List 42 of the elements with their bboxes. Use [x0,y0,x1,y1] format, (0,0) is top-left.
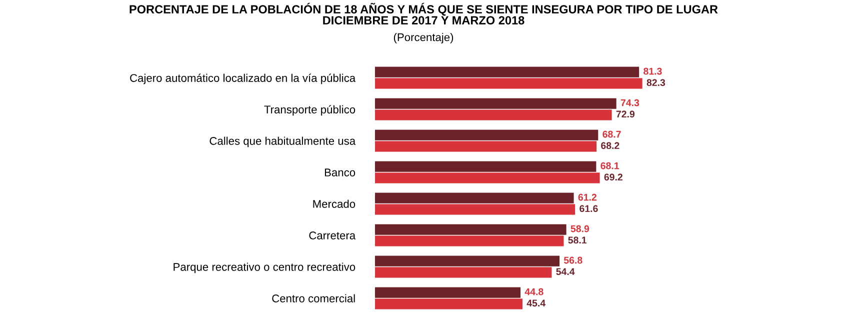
data-label: 68.7 [602,130,621,138]
y-tick-label: Transporte público [264,105,356,116]
bar [375,161,596,172]
bar [375,267,552,278]
bar [375,204,576,215]
data-label: 81.3 [644,68,662,75]
data-label: 44.8 [524,288,544,296]
bar [375,110,612,120]
bar [375,192,574,204]
data-label: 45.4 [526,300,546,307]
data-label: 58.1 [568,236,587,244]
data-label: 61.6 [580,205,598,212]
chart-title: PORCENTAJE DE LA POBLACIÓN DE 18 AÑOS Y MÁS QUE SE SIENTE INSEGURA POR TIPO DE LUGAR DICIEMBRE DE 2017 Y MARZO 2018 [130,2,718,25]
bar [375,141,597,152]
y-tick-label: Mercado [313,200,356,208]
bar [375,130,598,140]
data-label: 61.2 [578,194,596,201]
bar [375,298,522,310]
data-label: 68.1 [600,162,620,170]
data-label: 74.3 [620,99,640,106]
data-label: 58.9 [570,225,590,232]
bar [375,78,642,89]
bar [375,172,600,184]
bar [375,224,566,235]
chart-subtitle: (Porcentaje) [394,33,454,44]
bar [375,287,521,298]
y-tick-label: Cajero automático localizado en la vía pública [130,74,356,84]
data-label: 68.2 [601,142,620,150]
bar [375,98,616,109]
bar [375,66,640,78]
data-label: 69.2 [604,174,622,181]
y-tick-label: Calles que habitualmente usa [210,136,356,148]
data-label: 72.9 [616,110,635,118]
bar [375,256,560,266]
data-label: 56.8 [564,256,582,264]
bar [375,236,564,246]
y-tick-label: Parque recreativo o centro recreativo [174,262,356,274]
data-label: 82.3 [646,79,666,86]
y-tick-label: Carretera [309,232,356,240]
data-label: 54.4 [556,268,575,276]
y-tick-label: Banco [324,168,356,176]
y-tick-label: Centro comercial [272,294,355,302]
